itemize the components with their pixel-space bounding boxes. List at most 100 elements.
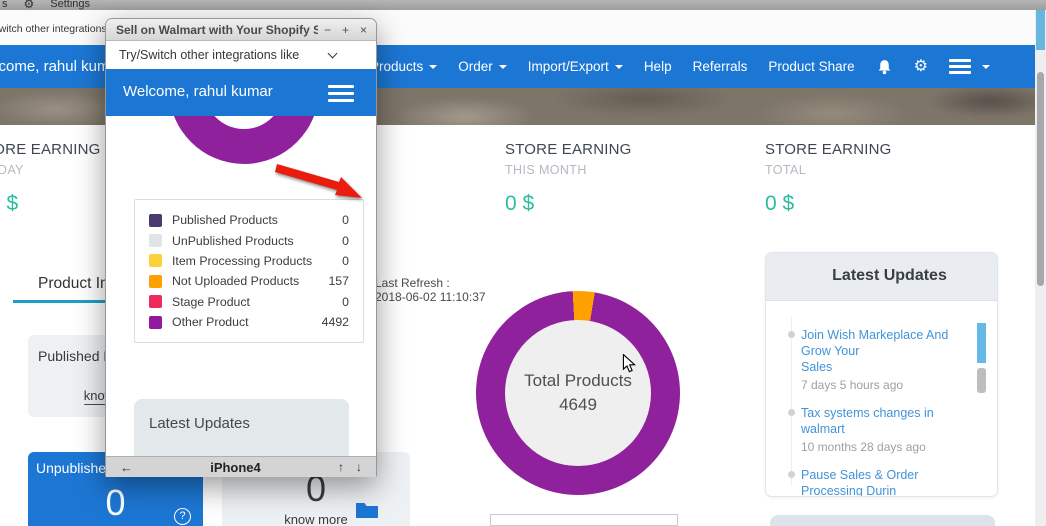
hamburger-icon[interactable] bbox=[328, 85, 354, 102]
popup-integrations-dropdown[interactable]: Try/Switch other integrations like bbox=[106, 41, 376, 69]
bell-icon[interactable] bbox=[876, 58, 893, 76]
gear-icon[interactable]: ⚙ bbox=[913, 57, 928, 75]
annotation-arrow bbox=[275, 164, 362, 198]
popup-navbar: Welcome, rahul kumar bbox=[106, 69, 376, 116]
device-toolbar: ← iPhone4 ↑ ↓ bbox=[106, 456, 376, 477]
donut-center-value: 4649 bbox=[559, 395, 597, 414]
news-item: Tax systems changes in walmart 10 months… bbox=[788, 405, 957, 454]
folder-icon[interactable] bbox=[355, 500, 379, 520]
legend-swatch bbox=[149, 234, 162, 248]
tab-active-underline bbox=[13, 300, 155, 303]
page-scrollbar[interactable] bbox=[1035, 8, 1046, 526]
caret-down-icon bbox=[429, 64, 438, 69]
chevron-down-icon bbox=[327, 48, 338, 59]
earning-total: STORE EARNING TOTAL 0 $ bbox=[765, 141, 892, 216]
news-link[interactable]: Pause Sales & Order Processing Durin bbox=[801, 468, 919, 496]
nav-item-referrals[interactable]: Referrals bbox=[692, 59, 748, 74]
timeline-dot-icon bbox=[788, 471, 795, 478]
donut-center: Total Products 4649 bbox=[505, 320, 651, 466]
last-refresh: Last Refresh : 2018-06-02 11:10:37 bbox=[354, 276, 486, 305]
integrations-bar-label[interactable]: Try/Switch other integrations like bbox=[0, 23, 125, 35]
legend-row: UnPublished Products 0 bbox=[149, 230, 349, 250]
maximize-button[interactable]: + bbox=[341, 22, 349, 37]
device-name[interactable]: iPhone4 bbox=[210, 459, 261, 475]
timeline-dot-icon bbox=[788, 409, 795, 416]
legend-row: Not Uploaded Products 157 bbox=[149, 271, 349, 291]
popup-latest-updates-card: Latest Updates bbox=[134, 399, 349, 456]
page-scrollbar-thumb[interactable] bbox=[1037, 72, 1044, 286]
nav-item-import-export[interactable]: Import/Export bbox=[528, 59, 623, 74]
news-time: 10 months 28 days ago bbox=[801, 440, 926, 454]
minimize-button[interactable]: − bbox=[323, 22, 331, 37]
not-uploaded-products-card: 0 know more bbox=[222, 452, 410, 526]
earning-period: TOTAL bbox=[765, 163, 807, 177]
earning-period: TODAY bbox=[0, 163, 24, 177]
legend-swatch bbox=[149, 295, 162, 309]
scroll-up-icon[interactable]: ↑ bbox=[338, 460, 344, 474]
mouse-cursor bbox=[622, 354, 636, 373]
legend-row: Other Product 4492 bbox=[149, 312, 349, 332]
know-more-link[interactable]: know more bbox=[284, 512, 348, 526]
legend-swatch bbox=[149, 315, 162, 329]
timeline-line bbox=[791, 317, 792, 486]
donut-center-label: Total Products bbox=[524, 371, 632, 390]
news-time: 7 days 5 hours ago bbox=[801, 378, 904, 392]
panel-scrollbar-thumb[interactable] bbox=[977, 368, 986, 393]
next-panel-header bbox=[770, 515, 995, 526]
caret-down-icon bbox=[982, 64, 990, 69]
popup-donut-chart bbox=[169, 116, 319, 164]
earning-today: STORE EARNING TODAY 0 $ bbox=[0, 141, 101, 216]
popup-latest-updates-title: Latest Updates bbox=[149, 415, 250, 432]
earning-period: THIS MONTH bbox=[505, 163, 587, 177]
nav-item-product-share[interactable]: Product Share bbox=[768, 59, 855, 74]
news-item: Join Wish Markeplace And Grow Your Sales… bbox=[788, 327, 957, 392]
menu-icon[interactable] bbox=[949, 59, 990, 74]
latest-updates-header: Latest Updates bbox=[766, 253, 997, 301]
news-link[interactable]: Join Wish Markeplace And Grow Your bbox=[801, 328, 949, 358]
earning-this-month: STORE EARNING THIS MONTH 0 $ bbox=[505, 141, 632, 216]
gear-icon[interactable]: ⚙ bbox=[23, 0, 35, 10]
taskbar-fragment: s bbox=[2, 0, 8, 10]
mobile-preview-window: Sell on Walmart with Your Shopify Store … bbox=[105, 18, 377, 477]
news-link[interactable]: Tax systems changes in walmart bbox=[801, 406, 934, 436]
back-arrow-icon[interactable]: ← bbox=[120, 459, 133, 475]
news-link[interactable]: Sales bbox=[801, 360, 833, 374]
legend-swatch bbox=[149, 274, 162, 288]
timeline-dot-icon bbox=[788, 331, 795, 338]
card-value: 0 bbox=[305, 468, 327, 509]
latest-updates-body: Join Wish Markeplace And Grow Your Sales… bbox=[766, 301, 997, 496]
popup-integrations-label: Try/Switch other integrations like bbox=[119, 48, 300, 62]
popup-donut-center bbox=[204, 116, 284, 129]
latest-updates-title: Latest Updates bbox=[832, 267, 947, 284]
legend-row: Item Processing Products 0 bbox=[149, 251, 349, 271]
products-legend: Published Products 0 UnPublished Product… bbox=[134, 199, 364, 343]
welcome-text: Welcome, rahul kumar bbox=[0, 58, 123, 75]
earning-amount: 0 $ bbox=[765, 192, 795, 215]
latest-updates-panel: Latest Updates Join Wish Markeplace And … bbox=[765, 252, 998, 497]
earning-title: STORE EARNING bbox=[505, 141, 632, 158]
question-circle-icon[interactable]: ? bbox=[174, 508, 191, 525]
nav-menu: Home Products Order Import/Export Help R… bbox=[313, 45, 990, 88]
desktop-taskbar: s ⚙ Settings bbox=[0, 0, 1046, 10]
last-refresh-timestamp: 2018-06-02 11:10:37 bbox=[375, 290, 486, 305]
popup-titlebar[interactable]: Sell on Walmart with Your Shopify Store … bbox=[106, 19, 376, 41]
earning-title: STORE EARNING bbox=[765, 141, 892, 158]
last-refresh-label: Last Refresh : bbox=[375, 276, 450, 290]
earning-title: STORE EARNING bbox=[0, 141, 101, 158]
scroll-down-icon[interactable]: ↓ bbox=[356, 460, 362, 474]
popup-window-title: Sell on Walmart with Your Shopify Store bbox=[116, 22, 318, 37]
bottom-table-edge bbox=[490, 514, 678, 526]
close-button[interactable]: × bbox=[359, 22, 367, 37]
caret-down-icon bbox=[498, 64, 507, 69]
earning-amount: 0 $ bbox=[0, 192, 19, 215]
nav-item-help[interactable]: Help bbox=[643, 59, 672, 74]
nav-item-products[interactable]: Products bbox=[370, 59, 438, 74]
page-scrollbar-top-segment[interactable] bbox=[1036, 8, 1045, 50]
total-products-donut-chart: Total Products 4649 bbox=[476, 291, 680, 495]
panel-scrollbar-thumb[interactable] bbox=[977, 323, 986, 363]
taskbar-settings-item[interactable]: Settings bbox=[50, 0, 91, 10]
nav-item-order[interactable]: Order bbox=[458, 59, 507, 74]
popup-body: Published Products 0 UnPublished Product… bbox=[106, 116, 376, 456]
legend-row: Published Products 0 bbox=[149, 210, 349, 230]
